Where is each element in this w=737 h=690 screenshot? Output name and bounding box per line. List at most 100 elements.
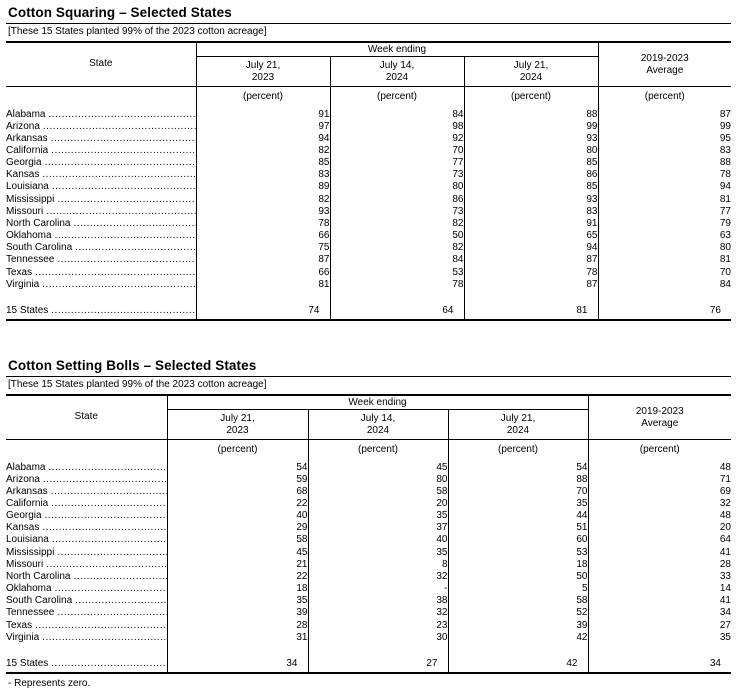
value-cell: 84: [597, 278, 731, 291]
dot-leader: ........................................…: [42, 631, 167, 643]
value-cell: 86: [463, 169, 598, 182]
value-cell: 21: [166, 558, 308, 571]
state-cell: Missouri................................…: [6, 206, 196, 218]
state-row: Alabama.................................…: [6, 461, 731, 474]
state-row: Tennessee...............................…: [6, 607, 731, 620]
value-cell: 80: [597, 242, 731, 255]
value-cell: 68: [166, 485, 308, 498]
value-cell: 70: [329, 144, 464, 158]
value-cell: 34: [587, 607, 731, 620]
header-row-1: State Week ending 2019-2023 Average: [6, 41, 731, 87]
value-cell: 88: [463, 108, 598, 121]
state-row: Georgia.................................…: [6, 510, 731, 523]
state-cell: Kansas..................................…: [6, 522, 167, 534]
average-header-line1: 2019-2023: [635, 405, 684, 417]
state-cell: Texas...................................…: [6, 620, 167, 632]
value-cell: 82: [329, 217, 464, 231]
value-cell: 52: [447, 607, 588, 620]
state-row: California..............................…: [6, 497, 731, 511]
cotton-squaring-table: State Week ending 2019-2023 Average July…: [6, 41, 731, 322]
value-cell: 40: [166, 510, 308, 523]
value-cell: 41: [587, 595, 731, 608]
value-cell: 85: [195, 157, 330, 170]
state-row: Texas...................................…: [6, 619, 731, 632]
state-cell: Oklahoma................................…: [6, 230, 196, 242]
value-cell: 48: [587, 461, 731, 474]
value-cell: 83: [597, 144, 731, 158]
state-cell: Mississippi.............................…: [6, 547, 167, 559]
unit-row-state-cell: [6, 86, 196, 109]
state-cell: Tennessee...............................…: [6, 254, 196, 266]
total-label: 15 States: [6, 304, 49, 316]
value-cell: 27: [307, 657, 448, 675]
dot-leader: ........................................…: [51, 657, 167, 669]
header-row-dates: July 21, 2023 July 14, 2024 July 21, 202…: [6, 56, 731, 87]
date-column-header: July 14, 2024: [329, 56, 464, 87]
value-cell: 35: [166, 595, 308, 608]
state-name: Tennessee: [6, 607, 55, 619]
section-title: Cotton Setting Bolls – Selected States: [8, 358, 257, 373]
unit-row-state-cell: [6, 439, 167, 462]
dot-leader: ........................................…: [42, 169, 195, 181]
value-cell: 88: [447, 473, 588, 486]
value-cell: 23: [307, 619, 448, 632]
value-cell: 38: [307, 595, 448, 608]
state-cell: Tennessee...............................…: [6, 607, 167, 619]
value-cell: 87: [597, 108, 731, 121]
average-header-line1: 2019-2023: [640, 52, 689, 64]
value-cell: 51: [447, 522, 588, 535]
value-cell: 92: [329, 132, 464, 145]
value-cell: 28: [166, 619, 308, 632]
unit-label: (percent): [195, 86, 330, 109]
value-cell: 64: [329, 304, 464, 322]
state-name: Arkansas: [6, 132, 48, 144]
value-cell: 78: [463, 266, 598, 279]
dot-leader: ........................................…: [42, 278, 195, 290]
state-cell: Missouri................................…: [6, 559, 167, 571]
average-column-header: 2019-2023 Average: [587, 394, 731, 440]
header-row-1: State Week ending 2019-2023 Average: [6, 394, 731, 440]
state-cell: Virginia................................…: [6, 279, 196, 291]
state-row: South Carolina..........................…: [6, 595, 731, 608]
value-cell: 58: [447, 595, 588, 608]
value-cell: 39: [166, 607, 308, 620]
value-cell: 95: [597, 132, 731, 145]
state-cell: California..............................…: [6, 145, 196, 157]
value-cell: 81: [597, 254, 731, 267]
state-name: Louisiana: [6, 534, 49, 546]
state-name: South Carolina: [6, 595, 73, 607]
value-cell: 53: [329, 266, 464, 279]
section-title: Cotton Squaring – Selected States: [8, 5, 232, 20]
dot-leader: ........................................…: [35, 266, 196, 278]
value-cell: 66: [195, 266, 330, 279]
value-cell: 77: [329, 157, 464, 170]
state-cell: Alabama.................................…: [6, 109, 196, 121]
value-cell: 29: [166, 522, 308, 535]
state-name: Alabama: [6, 108, 46, 120]
state-name: Mississippi: [6, 193, 55, 205]
value-cell: 18: [447, 558, 588, 571]
value-cell: 80: [463, 144, 598, 158]
value-cell: 78: [597, 169, 731, 182]
state-name: California: [6, 497, 49, 509]
dot-leader: ........................................…: [51, 304, 196, 316]
value-cell: 31: [166, 631, 308, 644]
value-cell: 20: [307, 497, 448, 511]
value-cell: 22: [166, 570, 308, 584]
value-cell: 54: [166, 461, 308, 474]
value-cell: 69: [587, 485, 731, 498]
value-cell: 35: [307, 510, 448, 523]
state-cell: 15 States...............................…: [6, 304, 196, 322]
value-cell: 88: [597, 157, 731, 170]
state-name: South Carolina: [6, 242, 73, 254]
title-rule: [6, 23, 731, 24]
value-cell: 82: [329, 242, 464, 255]
value-cell: 97: [195, 120, 330, 133]
state-name: Virginia: [6, 278, 40, 290]
dot-leader: ........................................…: [44, 510, 167, 522]
state-cell: Arizona.................................…: [6, 474, 167, 486]
state-row: Alabama.................................…: [6, 108, 731, 121]
value-cell: 91: [195, 108, 330, 121]
dot-leader: ........................................…: [51, 534, 167, 546]
value-cell: 53: [447, 546, 588, 559]
